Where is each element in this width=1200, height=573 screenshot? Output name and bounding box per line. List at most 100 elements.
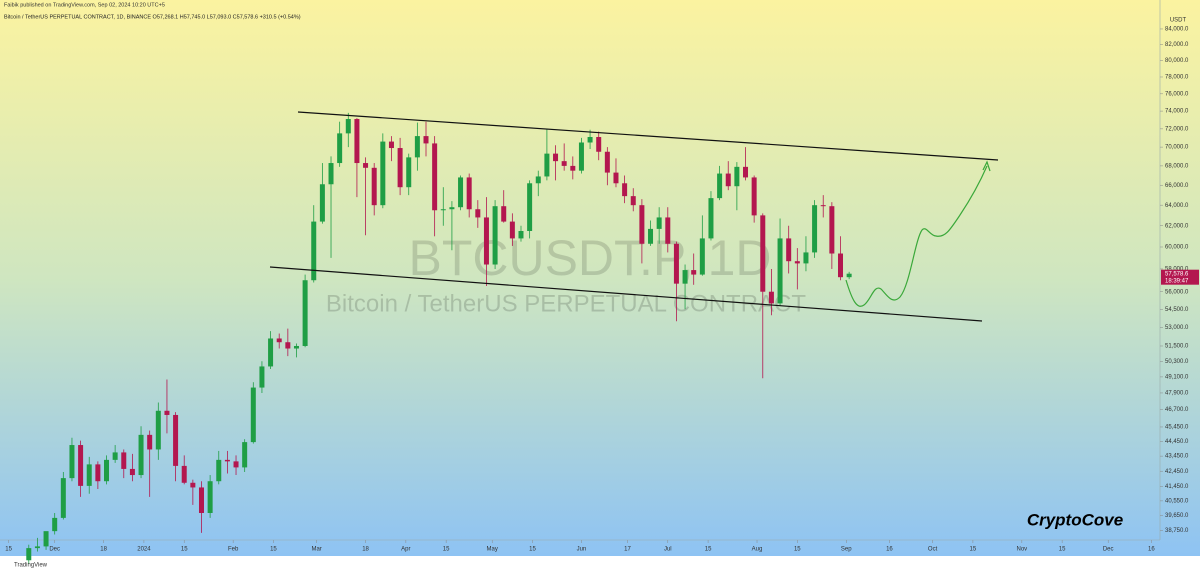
x-tick-label: 16 bbox=[1148, 547, 1155, 553]
y-tick-label: 45,450.0 bbox=[1165, 425, 1189, 431]
candle-body bbox=[622, 183, 628, 197]
candle-body bbox=[250, 387, 256, 443]
candle-body bbox=[483, 217, 489, 265]
candle-body bbox=[224, 459, 230, 462]
candle-body bbox=[138, 434, 144, 476]
candle-body bbox=[777, 238, 783, 304]
y-tick-label: 40,550.0 bbox=[1165, 498, 1189, 504]
x-tick-label: 15 bbox=[970, 547, 977, 553]
candle-body bbox=[337, 133, 343, 164]
candle-body bbox=[604, 151, 610, 173]
y-tick-label: 82,000.0 bbox=[1165, 42, 1189, 48]
y-tick-label: 70,000.0 bbox=[1165, 145, 1189, 151]
y-tick-label: 58,000.0 bbox=[1165, 267, 1189, 273]
x-tick-label: 15 bbox=[1059, 547, 1066, 553]
candle-body bbox=[492, 206, 498, 265]
candle-body bbox=[794, 261, 800, 264]
candle-body bbox=[112, 452, 118, 460]
y-tick-label: 38,750.0 bbox=[1165, 528, 1189, 534]
candle-body bbox=[458, 177, 464, 208]
y-tick-label: 47,900.0 bbox=[1165, 391, 1189, 397]
candle-body bbox=[190, 482, 196, 488]
candle-body bbox=[406, 157, 412, 188]
candle-body bbox=[345, 119, 351, 134]
y-tick-label: 68,000.0 bbox=[1165, 163, 1189, 169]
x-tick-label: Mar bbox=[311, 547, 321, 553]
candle-body bbox=[60, 478, 66, 518]
candle-body bbox=[501, 206, 507, 222]
candle-body bbox=[587, 137, 593, 143]
x-tick-label: 15 bbox=[181, 547, 188, 553]
candle-body bbox=[78, 445, 84, 486]
candle-body bbox=[440, 209, 446, 211]
x-tick-label: Dec bbox=[49, 547, 60, 553]
candle-body bbox=[173, 414, 179, 466]
candle-body bbox=[665, 217, 671, 244]
candle-body bbox=[708, 198, 714, 239]
background bbox=[0, 0, 1200, 556]
candle-body bbox=[121, 452, 127, 469]
countdown: 18:39:47 bbox=[1165, 278, 1189, 284]
x-tick-label: Jun bbox=[577, 547, 587, 553]
y-tick-label: 66,000.0 bbox=[1165, 183, 1189, 189]
candle-body bbox=[820, 205, 826, 207]
y-tick-label: 74,000.0 bbox=[1165, 109, 1189, 115]
footer-logo: TradingView bbox=[14, 563, 48, 569]
watermark: BTCUSDT.P, 1D bbox=[408, 230, 771, 286]
y-tick-label: 43,450.0 bbox=[1165, 454, 1189, 460]
candle-body bbox=[354, 119, 360, 164]
candle-body bbox=[786, 238, 792, 262]
candle-body bbox=[535, 176, 541, 184]
candle-body bbox=[285, 342, 291, 349]
candle-body bbox=[207, 481, 213, 513]
candle-body bbox=[466, 177, 472, 210]
candle-body bbox=[363, 163, 369, 168]
x-tick-label: Aug bbox=[752, 547, 763, 553]
candle-body bbox=[328, 163, 334, 185]
x-tick-label: 18 bbox=[100, 547, 107, 553]
y-tick-label: 60,000.0 bbox=[1165, 245, 1189, 251]
candle-body bbox=[518, 230, 524, 239]
y-tick-label: 49,100.0 bbox=[1165, 374, 1189, 380]
header: Faibik published on TradingView.com, Sep… bbox=[4, 2, 165, 8]
x-tick-label: Oct bbox=[928, 547, 938, 553]
candle-body bbox=[147, 434, 153, 450]
price-label-box bbox=[1161, 269, 1199, 285]
y-tick-label: 46,700.0 bbox=[1165, 407, 1189, 413]
y-tick-label: 72,000.0 bbox=[1165, 126, 1189, 132]
candle-body bbox=[768, 291, 774, 304]
candle-body bbox=[475, 209, 481, 218]
projection-path bbox=[845, 165, 988, 307]
x-tick-label: 15 bbox=[529, 547, 536, 553]
candle-body bbox=[380, 141, 386, 206]
y-tick-label: 44,450.0 bbox=[1165, 439, 1189, 445]
price-label: 57,578.6 bbox=[1165, 271, 1189, 277]
x-tick-label: 15 bbox=[705, 547, 712, 553]
candle-body bbox=[319, 184, 325, 222]
candle-body bbox=[846, 273, 852, 278]
x-tick-label: 15 bbox=[794, 547, 801, 553]
candle-body bbox=[837, 253, 843, 278]
candle-body bbox=[527, 183, 533, 231]
candle-body bbox=[388, 141, 394, 149]
candle-body bbox=[751, 177, 757, 216]
candle-body bbox=[311, 221, 317, 281]
footer-bar bbox=[0, 556, 1200, 573]
x-tick-label: Dec bbox=[1103, 547, 1114, 553]
candle-body bbox=[155, 410, 161, 450]
candle-body bbox=[544, 153, 550, 177]
candle-body bbox=[673, 243, 679, 284]
y-tick-label: 54,500.0 bbox=[1165, 307, 1189, 313]
x-tick-label: Jul bbox=[664, 547, 672, 553]
y-tick-label: 56,000.0 bbox=[1165, 289, 1189, 295]
x-tick-label: 15 bbox=[443, 547, 450, 553]
candle-body bbox=[509, 221, 515, 239]
currency: USDT bbox=[1170, 18, 1187, 24]
candle-body bbox=[578, 142, 584, 171]
candle-body bbox=[216, 459, 222, 482]
candle-body bbox=[69, 445, 75, 479]
y-tick-label: 50,300.0 bbox=[1165, 359, 1189, 365]
y-tick-label: 80,000.0 bbox=[1165, 58, 1189, 64]
candle-body bbox=[268, 338, 274, 367]
lower-trendline bbox=[269, 266, 983, 322]
